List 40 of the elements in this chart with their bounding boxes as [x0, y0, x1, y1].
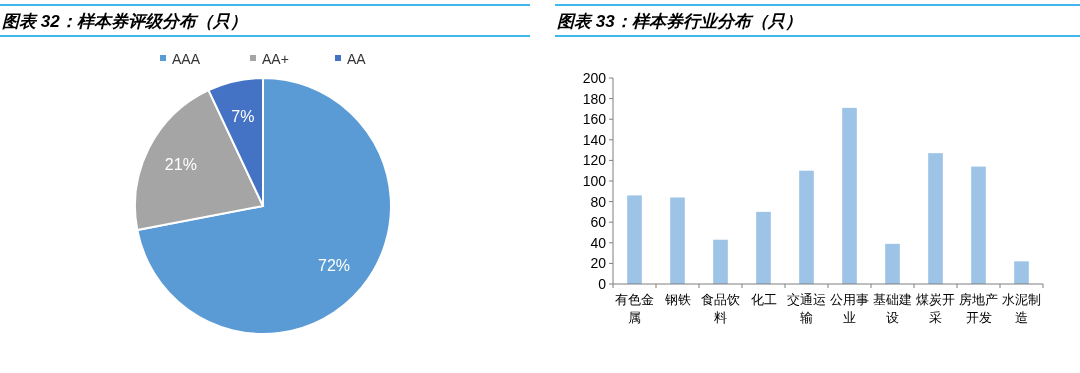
bar [928, 153, 943, 284]
bar [885, 243, 900, 284]
bar [842, 107, 857, 284]
y-tick-label: 120 [582, 152, 607, 169]
bar [1014, 261, 1029, 284]
bar [713, 239, 728, 284]
data-label: 72% [317, 256, 351, 274]
x-tick-label: 水泥制造 [1002, 292, 1041, 325]
y-tick-label: 20 [590, 255, 607, 272]
pie-slice [136, 77, 392, 335]
x-tick-label: 化工 [750, 292, 777, 307]
x-tick-label: 有色金属 [615, 292, 654, 325]
y-tick-label: 0 [598, 276, 607, 292]
x-tick-label: 煤炭开采 [916, 292, 955, 325]
y-tick-label: 140 [582, 131, 607, 148]
y-tick-label: 180 [582, 90, 607, 107]
legend-label: AA+ [262, 51, 289, 67]
y-tick-label: 40 [590, 234, 607, 251]
chart-title: 图表 33：样本券行业分布（只） [557, 12, 802, 31]
bar [756, 211, 771, 284]
bar [627, 195, 642, 284]
legend-label: AAA [172, 51, 201, 67]
bar [670, 197, 685, 284]
data-label: 7% [231, 108, 255, 126]
x-tick-label: 钢铁 [663, 292, 691, 307]
chart-title: 图表 32：样本券评级分布（只） [2, 12, 247, 31]
bar [971, 166, 986, 284]
y-tick-label: 200 [582, 70, 607, 86]
y-tick-label: 160 [582, 111, 607, 128]
x-tick-label: 基础建设 [873, 292, 912, 325]
data-label: 21% [164, 156, 197, 174]
x-tick-label: 食品饮料 [701, 292, 740, 325]
y-tick-label: 60 [590, 214, 607, 231]
y-tick-label: 80 [590, 193, 607, 210]
legend-label: AA [347, 51, 367, 67]
x-tick-label: 房地产开发 [959, 292, 998, 325]
x-tick-label: 公用事业 [830, 292, 869, 325]
bar [799, 170, 814, 284]
x-tick-label: 交通运输 [787, 292, 826, 325]
y-tick-label: 100 [582, 173, 607, 189]
